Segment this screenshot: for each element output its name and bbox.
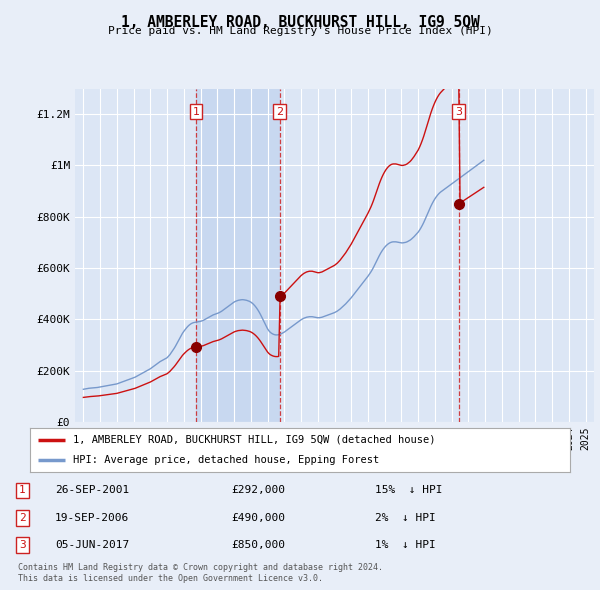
Text: 3: 3 xyxy=(19,540,26,550)
Text: 19-SEP-2006: 19-SEP-2006 xyxy=(55,513,130,523)
Text: £292,000: £292,000 xyxy=(231,486,285,496)
Text: Price paid vs. HM Land Registry's House Price Index (HPI): Price paid vs. HM Land Registry's House … xyxy=(107,26,493,36)
Text: £850,000: £850,000 xyxy=(231,540,285,550)
Text: 1: 1 xyxy=(19,486,26,496)
Text: 1, AMBERLEY ROAD, BUCKHURST HILL, IG9 5QW (detached house): 1, AMBERLEY ROAD, BUCKHURST HILL, IG9 5Q… xyxy=(73,435,436,445)
Bar xyxy=(196,88,280,422)
Text: 15%  ↓ HPI: 15% ↓ HPI xyxy=(375,486,442,496)
Text: 05-JUN-2017: 05-JUN-2017 xyxy=(55,540,130,550)
Text: 1%  ↓ HPI: 1% ↓ HPI xyxy=(375,540,436,550)
Text: 1: 1 xyxy=(193,107,200,117)
Text: 2: 2 xyxy=(276,107,283,117)
Text: HPI: Average price, detached house, Epping Forest: HPI: Average price, detached house, Eppi… xyxy=(73,455,379,465)
Text: 2: 2 xyxy=(19,513,26,523)
Text: Contains HM Land Registry data © Crown copyright and database right 2024.
This d: Contains HM Land Registry data © Crown c… xyxy=(18,563,383,583)
Text: £490,000: £490,000 xyxy=(231,513,285,523)
Text: 2%  ↓ HPI: 2% ↓ HPI xyxy=(375,513,436,523)
Text: 3: 3 xyxy=(455,107,462,117)
Text: 1, AMBERLEY ROAD, BUCKHURST HILL, IG9 5QW: 1, AMBERLEY ROAD, BUCKHURST HILL, IG9 5Q… xyxy=(121,15,479,30)
Text: 26-SEP-2001: 26-SEP-2001 xyxy=(55,486,130,496)
